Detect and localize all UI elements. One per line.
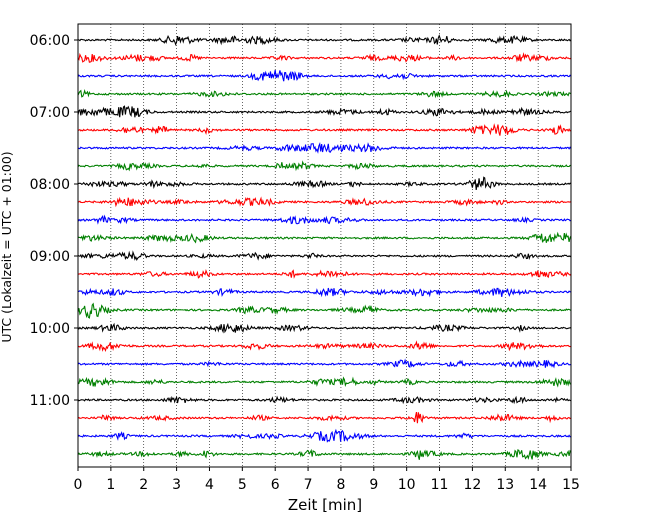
y-tick-label: 11:00 <box>30 393 70 409</box>
x-tick-label: 7 <box>304 477 313 493</box>
y-tick-label: 09:00 <box>30 249 70 265</box>
y-axis-label: UTC (Lokalzeit = UTC + 01:00) <box>0 151 14 342</box>
x-tick-label: 10 <box>398 477 416 493</box>
trace-line <box>77 69 572 82</box>
trace-line <box>77 196 572 208</box>
x-tick-label: 13 <box>496 477 514 493</box>
seismic-traces <box>77 34 572 460</box>
trace-line <box>77 302 572 319</box>
x-tick-label: 12 <box>463 477 481 493</box>
x-tick-label: 6 <box>271 477 280 493</box>
trace-line <box>77 376 572 388</box>
x-tick-label: 0 <box>74 477 83 493</box>
x-tick-label: 5 <box>238 477 247 493</box>
trace-line <box>77 287 572 298</box>
trace-line <box>77 411 572 424</box>
x-tick-label: 3 <box>172 477 181 493</box>
trace-line <box>77 322 572 334</box>
trace-line <box>77 176 572 191</box>
vertical-grid <box>110 24 539 467</box>
trace-line <box>77 214 572 225</box>
x-axis-label: Zeit [min] <box>288 496 362 514</box>
trace-line <box>77 358 572 369</box>
plot-frame <box>77 23 572 468</box>
x-tick-label: 2 <box>139 477 148 493</box>
trace-line <box>77 160 572 172</box>
trace-line <box>77 340 572 352</box>
trace-line <box>77 428 572 443</box>
trace-line <box>77 250 572 261</box>
x-axis: 0 1 2 3 4 5 6 7 8 9 10 11 12 13 14 15 <box>74 467 580 493</box>
x-tick-label: 8 <box>336 477 345 493</box>
trace-line <box>77 89 572 99</box>
trace-line <box>77 231 572 244</box>
trace-line <box>77 123 572 136</box>
x-tick-label: 4 <box>205 477 214 493</box>
x-tick-label: 11 <box>431 477 449 493</box>
x-tick-label: 1 <box>106 477 115 493</box>
trace-line <box>77 34 572 46</box>
trace-line <box>77 448 572 460</box>
trace-line <box>77 52 572 63</box>
trace-line <box>77 105 572 118</box>
x-tick-label: 9 <box>369 477 378 493</box>
y-tick-label: 08:00 <box>30 177 70 193</box>
y-axis: 06:00 07:00 08:00 09:00 10:00 11:00 <box>30 33 78 409</box>
trace-line <box>77 142 572 154</box>
x-tick-label: 14 <box>529 477 547 493</box>
y-tick-label: 10:00 <box>30 321 70 337</box>
x-tick-label: 15 <box>562 477 580 493</box>
y-tick-label: 06:00 <box>30 33 70 49</box>
trace-line <box>77 269 572 279</box>
trace-line <box>77 395 572 405</box>
y-tick-label: 07:00 <box>30 105 70 121</box>
